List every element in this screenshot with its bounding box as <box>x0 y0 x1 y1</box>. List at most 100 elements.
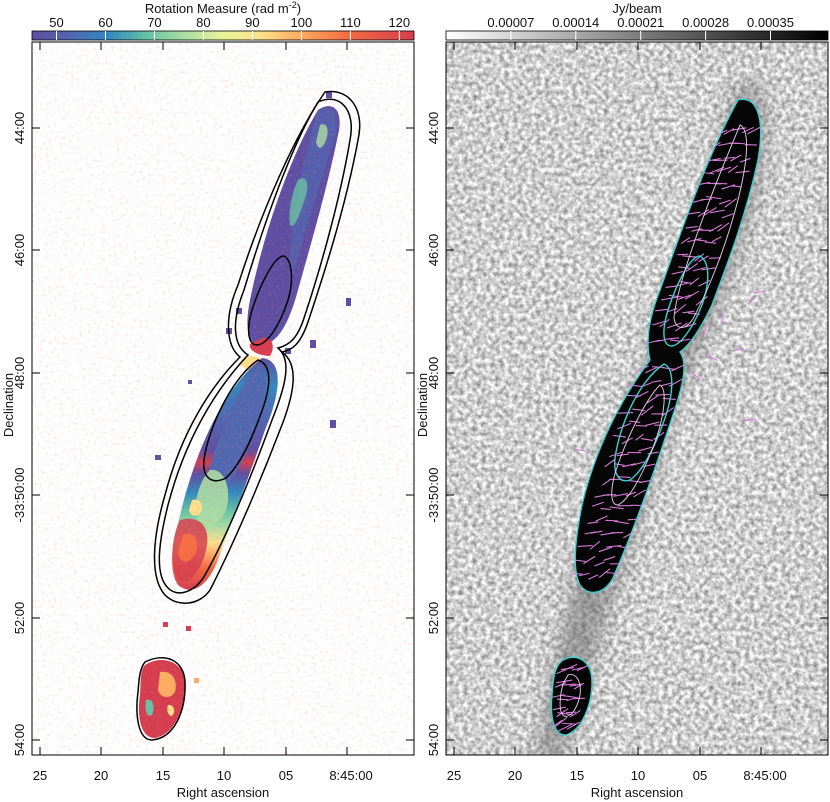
polarization-vector <box>640 405 654 416</box>
polarization-vector <box>571 559 587 563</box>
polarization-vector <box>617 545 629 549</box>
polarization-vector <box>731 348 745 352</box>
polarization-vector <box>613 493 629 497</box>
polarization-vector <box>666 322 682 329</box>
polarization-vector <box>588 574 599 580</box>
polarization-vector <box>668 294 684 298</box>
polarization-vector <box>617 422 632 430</box>
intensity-colorbar-ticks: 0.00007 0.00014 0.00021 0.00028 0.00035 <box>487 15 794 40</box>
polarization-vector <box>633 489 647 498</box>
polarization-vector <box>631 461 646 466</box>
polarization-vector <box>678 266 690 269</box>
polarization-vector <box>573 682 585 690</box>
polarization-vector <box>690 370 700 380</box>
polarization-vector <box>731 127 747 131</box>
polarization-vector <box>684 290 700 300</box>
polarization-vector <box>554 682 567 688</box>
polarization-vector <box>645 421 660 426</box>
polarization-vector <box>635 390 649 399</box>
polarization-vector <box>594 561 605 567</box>
polarization-vector <box>703 206 717 217</box>
y-tick-label: -33:50:00 <box>12 468 27 523</box>
polarization-vector <box>650 380 662 383</box>
polarization-vector <box>554 716 568 728</box>
polarization-vector <box>730 154 742 162</box>
polarization-vector <box>704 241 717 244</box>
rm-x-ticks: 25 20 15 10 05 8:45:00 <box>33 42 373 783</box>
y-tick-label: 46:00 <box>12 234 27 267</box>
intensity-colorbar <box>445 30 829 41</box>
x-tick-label: 25 <box>33 768 47 783</box>
rm-map-frame <box>31 41 415 756</box>
polarization-vector <box>724 198 737 208</box>
intensity-xlabel: Right ascension <box>591 785 684 800</box>
polarization-vector <box>605 519 618 522</box>
rm-colorbar <box>31 30 415 41</box>
polarization-vector <box>747 295 757 305</box>
polarization-vector <box>693 253 705 262</box>
rm-map <box>32 42 414 755</box>
polarization-vector <box>556 708 569 718</box>
x-tick-label: 25 <box>447 768 461 783</box>
x-tick-label: 15 <box>156 768 170 783</box>
polarization-vector <box>674 303 687 315</box>
colorbar-tick-label: 0.00035 <box>747 15 794 30</box>
polarization-vector <box>557 712 573 716</box>
x-tick-label: 8:45:00 <box>743 768 786 783</box>
colorbar-tick-label: 80 <box>196 15 210 30</box>
x-tick-label: 10 <box>217 768 231 783</box>
polarization-vector <box>635 365 649 373</box>
colorbar-tick-label: 50 <box>49 15 63 30</box>
polarization-vector <box>600 507 611 511</box>
polarization-vector <box>639 479 652 484</box>
polarization-vector <box>604 458 616 468</box>
colorbar-tick-label: 100 <box>291 15 313 30</box>
polarization-vector <box>702 324 708 336</box>
polarization-vector <box>682 310 695 314</box>
y-tick-label: 44:00 <box>12 112 27 145</box>
polarization-vector <box>561 683 577 686</box>
polarization-vector <box>703 172 715 175</box>
y-tick-label: 54:00 <box>426 724 441 757</box>
polarization-vector <box>623 531 635 539</box>
polarization-vector <box>617 476 631 478</box>
polarization-vector <box>741 126 754 134</box>
polarization-vector <box>685 225 698 229</box>
polarization-vector <box>754 290 766 294</box>
polarization-vector <box>741 418 755 422</box>
polarization-vector <box>589 540 601 550</box>
polarization-vector <box>617 411 634 414</box>
polarization-vector <box>689 277 700 286</box>
polarization-vector <box>705 195 722 200</box>
polarization-vector <box>556 698 569 701</box>
polarization-vector <box>641 438 654 441</box>
rm-xlabel: Right ascension <box>177 785 270 800</box>
polarization-vector <box>675 322 688 332</box>
polarization-vector <box>747 126 761 135</box>
polarization-vector <box>716 166 732 173</box>
polarization-vector <box>655 393 670 396</box>
colorbar-tick-label: 0.00021 <box>617 15 664 30</box>
polarization-vector <box>645 366 658 374</box>
rm-colorbar-title: Rotation Measure (rad m-2) <box>145 0 301 16</box>
polarization-vector <box>684 323 697 328</box>
intensity-map <box>446 42 828 755</box>
polarization-vector <box>625 491 637 497</box>
intensity-colorbar-title: Jy/beam <box>612 1 661 16</box>
intensity-contours <box>550 98 762 736</box>
polarization-vector <box>638 446 652 452</box>
polarization-vector <box>606 571 622 575</box>
polarization-vector <box>642 463 656 468</box>
polarization-vector <box>671 271 684 275</box>
x-tick-label: 20 <box>94 768 108 783</box>
intensity-x-ticks: 25 20 15 10 05 8:45:00 <box>447 42 787 783</box>
colorbar-tick-label: 60 <box>98 15 112 30</box>
polarization-vector <box>671 363 686 372</box>
polarization-vector <box>727 165 738 174</box>
polarization-vector <box>603 556 616 561</box>
polarization-vector <box>691 228 703 232</box>
rm-panel: Rotation Measure (rad m-2) 50 60 70 80 90 100… <box>1 0 415 800</box>
polarization-vector <box>587 521 599 524</box>
colorbar-tick-label: 70 <box>147 15 161 30</box>
